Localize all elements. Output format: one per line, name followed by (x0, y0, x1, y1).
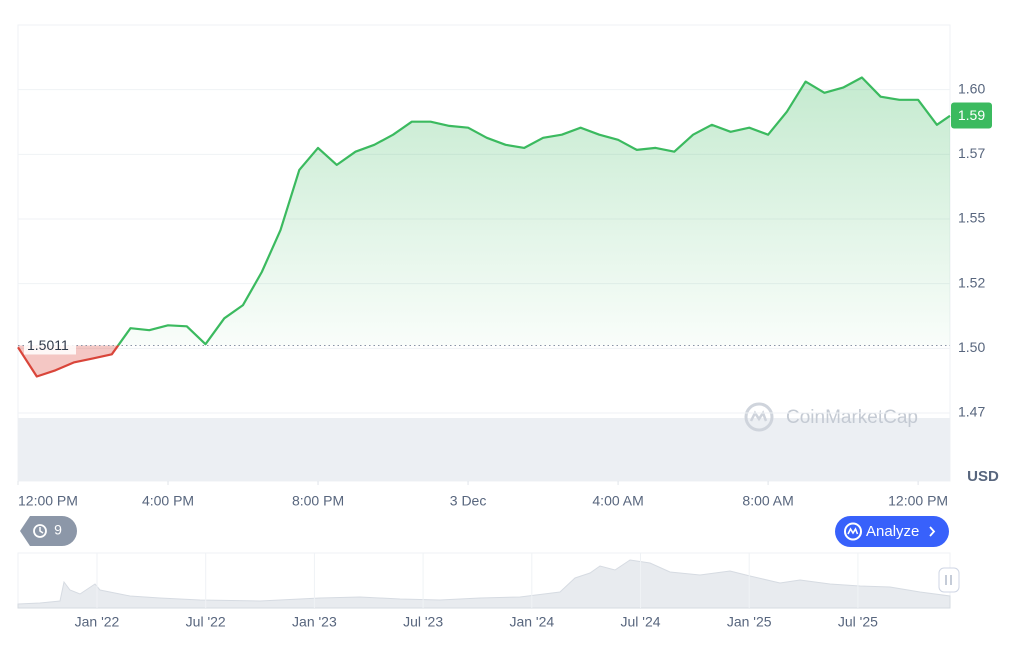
x-tick-label: 8:00 AM (742, 493, 793, 509)
navigator-label: Jan '24 (509, 614, 554, 630)
navigator-label: Jan '22 (75, 614, 120, 630)
baseline-label-bg (24, 336, 76, 355)
price-line (17, 76, 951, 378)
x-tick-label: 8:00 PM (292, 493, 344, 509)
x-tick-label: 12:00 PM (18, 493, 78, 509)
current-price-badge (951, 102, 992, 129)
navigator[interactable]: Jan '22 Jul '22 Jan '23 Jul '23 Jan '24 Jul '… (17, 552, 960, 630)
watermark-text: CoinMarketCap (786, 407, 918, 428)
y-tick-label: 1.60 (958, 80, 985, 96)
analyze-label: Analyze (866, 523, 919, 540)
price-area (18, 77, 950, 377)
navigator-label: Jan '23 (292, 614, 337, 630)
y-tick-label: 1.47 (958, 404, 985, 420)
currency-label: USD (967, 468, 999, 485)
x-tick-label: 4:00 PM (142, 493, 194, 509)
plot: 1.5011 (17, 76, 951, 414)
history-badge[interactable]: 9 (20, 516, 77, 546)
baseline-label: 1.5011 (27, 337, 69, 353)
y-tick-label: 1.55 (958, 210, 985, 226)
navigator-label: Jul '22 (186, 614, 226, 630)
current-price-label: 1.59 (958, 107, 985, 123)
history-count: 9 (54, 522, 62, 538)
navigator-label: Jul '25 (838, 614, 878, 630)
navigator-label: Jul '24 (620, 614, 660, 630)
x-tick-label: 12:00 PM (888, 493, 948, 509)
x-tick-label: 3 Dec (450, 493, 487, 509)
y-tick-label: 1.52 (958, 274, 985, 290)
navigator-label: Jul '23 (403, 614, 443, 630)
y-tick-label: 1.57 (958, 145, 985, 161)
y-tick-label: 1.50 (958, 339, 985, 355)
watermark: CoinMarketCap (744, 402, 918, 432)
navigator-label: Jan '25 (727, 614, 772, 630)
volume-area (18, 418, 950, 481)
analyze-button[interactable]: Analyze (835, 516, 949, 547)
x-tick-label: 4:00 AM (592, 493, 643, 509)
